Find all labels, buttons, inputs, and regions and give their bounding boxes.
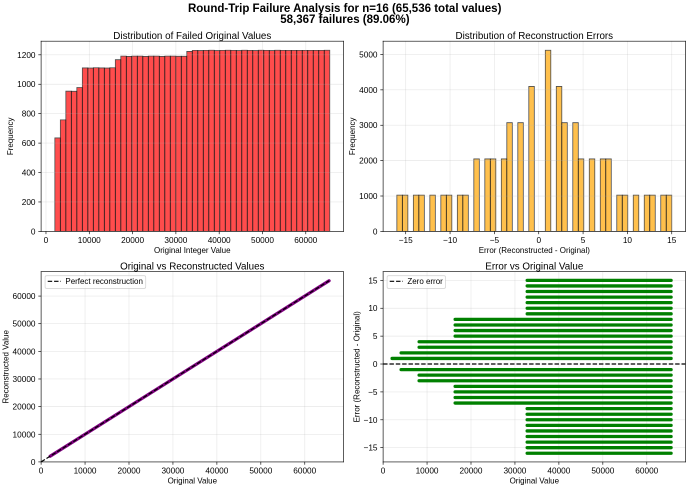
svg-text:15: 15: [667, 236, 677, 245]
svg-text:200: 200: [22, 198, 36, 207]
svg-text:0: 0: [31, 458, 36, 467]
svg-text:58,367 failures (89.06%): 58,367 failures (89.06%): [280, 14, 409, 26]
svg-text:60000: 60000: [294, 236, 317, 245]
svg-text:800: 800: [22, 110, 36, 119]
svg-text:Distribution of Failed Origina: Distribution of Failed Original Values: [113, 31, 271, 42]
svg-text:40000: 40000: [13, 347, 36, 356]
svg-text:0: 0: [536, 236, 541, 245]
svg-text:3000: 3000: [359, 121, 378, 130]
svg-text:0: 0: [44, 236, 49, 245]
svg-text:Original Integer Value: Original Integer Value: [154, 246, 231, 255]
svg-text:60000: 60000: [293, 466, 316, 475]
svg-text:0: 0: [373, 360, 378, 369]
svg-text:0: 0: [381, 466, 386, 475]
svg-text:1000: 1000: [17, 80, 36, 89]
svg-text:−5: −5: [490, 236, 500, 245]
svg-text:10: 10: [368, 304, 378, 313]
svg-text:−5: −5: [368, 388, 378, 397]
svg-text:Reconstructed Value: Reconstructed Value: [1, 330, 10, 404]
svg-text:40000: 40000: [208, 236, 231, 245]
svg-text:5000: 5000: [359, 50, 378, 59]
svg-text:50000: 50000: [13, 320, 36, 329]
svg-text:1000: 1000: [359, 192, 378, 201]
svg-text:Frequency: Frequency: [6, 117, 15, 155]
svg-text:40000: 40000: [205, 466, 228, 475]
svg-text:50000: 50000: [251, 236, 274, 245]
svg-text:15: 15: [368, 276, 378, 285]
svg-text:Perfect reconstruction: Perfect reconstruction: [65, 277, 143, 286]
svg-text:Error vs Original Value: Error vs Original Value: [485, 261, 584, 272]
svg-text:10000: 10000: [416, 466, 439, 475]
svg-text:0: 0: [31, 227, 36, 236]
svg-text:5: 5: [373, 332, 378, 341]
svg-text:30000: 30000: [13, 375, 36, 384]
svg-text:−10: −10: [364, 416, 378, 425]
svg-text:−15: −15: [364, 444, 378, 453]
svg-text:20000: 20000: [118, 466, 141, 475]
svg-text:5: 5: [581, 236, 586, 245]
svg-text:50000: 50000: [591, 466, 614, 475]
svg-text:Frequency: Frequency: [348, 117, 357, 155]
svg-text:10: 10: [623, 236, 633, 245]
svg-text:30000: 30000: [161, 466, 184, 475]
svg-text:−10: −10: [443, 236, 457, 245]
svg-text:40000: 40000: [547, 466, 570, 475]
svg-text:30000: 30000: [503, 466, 526, 475]
svg-text:60000: 60000: [13, 292, 36, 301]
svg-text:10000: 10000: [13, 430, 36, 439]
svg-text:20000: 20000: [121, 236, 144, 245]
svg-text:50000: 50000: [249, 466, 272, 475]
svg-text:1200: 1200: [17, 51, 36, 60]
svg-text:600: 600: [22, 139, 36, 148]
svg-text:4000: 4000: [359, 86, 378, 95]
svg-text:20000: 20000: [13, 403, 36, 412]
svg-text:10000: 10000: [74, 466, 97, 475]
svg-text:Original Value: Original Value: [510, 476, 560, 485]
svg-text:Error (Reconstructed - Origina: Error (Reconstructed - Original): [352, 311, 361, 422]
svg-text:Error (Reconstructed - Origina: Error (Reconstructed - Original): [479, 246, 590, 255]
svg-text:2000: 2000: [359, 157, 378, 166]
svg-text:Original Value: Original Value: [168, 476, 218, 485]
svg-text:10000: 10000: [78, 236, 101, 245]
svg-text:Round-Trip Failure Analysis fo: Round-Trip Failure Analysis for n=16 (65…: [188, 3, 502, 15]
svg-text:60000: 60000: [635, 466, 658, 475]
svg-text:20000: 20000: [460, 466, 483, 475]
svg-text:400: 400: [22, 169, 36, 178]
svg-text:Zero error: Zero error: [407, 277, 443, 286]
svg-text:30000: 30000: [164, 236, 187, 245]
svg-text:−15: −15: [399, 236, 413, 245]
svg-text:0: 0: [39, 466, 44, 475]
svg-text:Original vs Reconstructed Valu: Original vs Reconstructed Values: [120, 261, 264, 272]
svg-text:Distribution of Reconstruction: Distribution of Reconstruction Errors: [455, 31, 613, 42]
svg-text:0: 0: [373, 227, 378, 236]
